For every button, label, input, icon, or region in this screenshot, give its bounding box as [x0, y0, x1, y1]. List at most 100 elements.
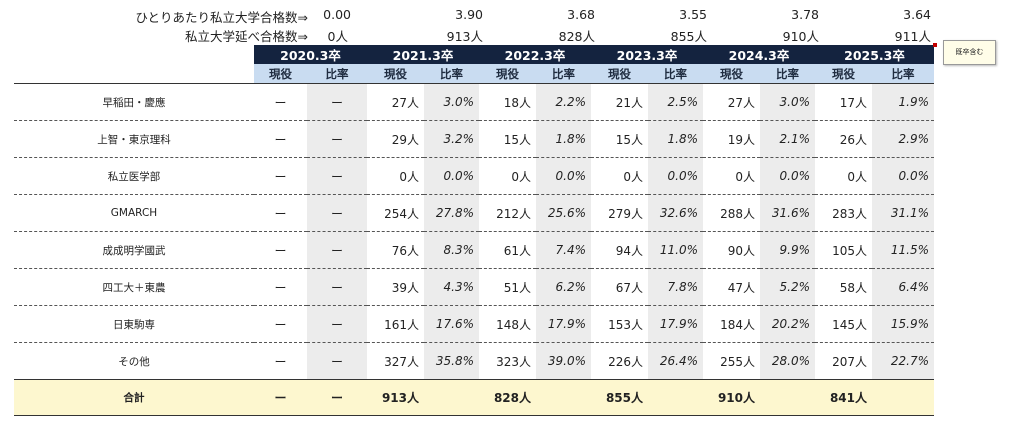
count-cell: ー [254, 83, 307, 121]
per-capita-value: 0.00 [323, 7, 351, 22]
rate-cell: 32.6% [648, 194, 703, 232]
rate-cell: 3.0% [760, 83, 815, 121]
count-cell: 105人 [815, 231, 872, 269]
count-cell: 51人 [479, 268, 536, 306]
blank-header [14, 64, 254, 84]
rate-cell: 31.1% [872, 194, 934, 232]
total-passes-row: 私立大学延べ合格数⇒ 0人 913人 828人 855人 910人 911人 [0, 26, 1024, 44]
rate-cell [760, 379, 815, 416]
category-cell: 上智・東京理科 [14, 120, 254, 158]
rate-cell: 1.8% [648, 120, 703, 158]
count-cell: 15人 [479, 120, 536, 158]
count-cell: 323人 [479, 342, 536, 380]
rate-cell: 2.5% [648, 83, 703, 121]
category-cell: 成成明学國武 [14, 231, 254, 269]
count-cell: ー [254, 342, 307, 380]
per-capita-value: 3.55 [679, 7, 707, 22]
count-cell: 19人 [703, 120, 760, 158]
rate-cell: 9.9% [760, 231, 815, 269]
count-cell: 184人 [703, 305, 760, 343]
year-header: 2021.3卒 [367, 45, 479, 64]
rate-cell: 31.6% [760, 194, 815, 232]
rate-cell: ー [307, 120, 367, 158]
rate-cell [536, 379, 591, 416]
count-cell: 0人 [815, 157, 872, 195]
count-cell: 29人 [367, 120, 424, 158]
count-cell: 288人 [703, 194, 760, 232]
count-cell: 828人 [479, 379, 536, 416]
total-row: 合計ーー 913人 828人 855人 910人 841人 [14, 379, 934, 416]
rate-cell: 0.0% [648, 157, 703, 195]
total-passes-value: 913人 [446, 29, 483, 44]
total-passes-value: 855人 [670, 29, 707, 44]
year-header: 2020.3卒 [254, 45, 367, 64]
rate-cell: 1.9% [872, 83, 934, 121]
count-cell: ー [254, 194, 307, 232]
rate-cell: ー [307, 83, 367, 121]
rate-cell: ー [307, 342, 367, 380]
year-header: 2025.3卒 [815, 45, 934, 64]
total-passes-label: 私立大学延べ合格数⇒ [185, 29, 308, 44]
count-cell: 58人 [815, 268, 872, 306]
table-row: 早稲田・慶應ーー 27人 3.0% 18人 2.2% 21人 2.5% 27人 3.0% 17人 1… [14, 83, 934, 121]
count-cell: 76人 [367, 231, 424, 269]
category-cell: 四工大＋東農 [14, 268, 254, 306]
per-capita-value: 3.64 [903, 7, 931, 22]
table-row: 成成明学國武ーー 76人 8.3% 61人 7.4% 94人 11.0% 90人 9.9% 105… [14, 231, 934, 269]
total-passes-value: 911人 [894, 29, 931, 44]
rate-cell: 3.0% [424, 83, 479, 121]
category-cell: GMARCH [14, 194, 254, 232]
rate-cell: 7.8% [648, 268, 703, 306]
rate-cell: ー [307, 305, 367, 343]
count-cell: 283人 [815, 194, 872, 232]
count-cell: ー [254, 305, 307, 343]
blank-header [14, 45, 254, 64]
table-row: 上智・東京理科ーー 29人 3.2% 15人 1.8% 15人 1.8% 19人 2.1% 26人… [14, 120, 934, 158]
rate-cell: 39.0% [536, 342, 591, 380]
count-cell: 913人 [367, 379, 424, 416]
table-row: その他ーー 327人 35.8% 323人 39.0% 226人 26.4% 255人 28.0… [14, 342, 934, 380]
count-cell: 0人 [367, 157, 424, 195]
rate-header: 比率 [536, 64, 591, 84]
rate-cell: 2.1% [760, 120, 815, 158]
rate-header: 比率 [872, 64, 934, 84]
count-cell: 207人 [815, 342, 872, 380]
count-cell: ー [254, 379, 307, 416]
total-passes-value: 828人 [558, 29, 595, 44]
count-cell: 0人 [703, 157, 760, 195]
total-passes-value: 910人 [782, 29, 819, 44]
category-cell: 合計 [14, 379, 254, 416]
comment-note: 既卒含む [943, 40, 996, 65]
total-passes-value: 0人 [327, 29, 348, 44]
count-cell: 18人 [479, 83, 536, 121]
rate-cell: 8.3% [424, 231, 479, 269]
rate-cell [872, 379, 934, 416]
rate-cell: 7.4% [536, 231, 591, 269]
count-cell: 27人 [367, 83, 424, 121]
rate-cell: 28.0% [760, 342, 815, 380]
rate-cell: 1.8% [536, 120, 591, 158]
rate-cell: 11.0% [648, 231, 703, 269]
year-header: 2024.3卒 [703, 45, 815, 64]
count-cell: 254人 [367, 194, 424, 232]
category-cell: 早稲田・慶應 [14, 83, 254, 121]
rate-header: 比率 [760, 64, 815, 84]
rate-cell: 17.9% [536, 305, 591, 343]
rate-cell: ー [307, 194, 367, 232]
count-cell: 47人 [703, 268, 760, 306]
count-cell: 39人 [367, 268, 424, 306]
rate-header: 比率 [307, 64, 367, 84]
comment-marker[interactable] [933, 43, 937, 47]
table-row: 四工大＋東農ーー 39人 4.3% 51人 6.2% 67人 7.8% 47人 5.2% 58人 6… [14, 268, 934, 306]
per-capita-value: 3.68 [567, 7, 595, 22]
rate-cell: 3.2% [424, 120, 479, 158]
sub-header-row: 現役 比率 現役 比率 現役 比率 現役 比率 現役 比率 現役 比率 [14, 64, 934, 84]
rate-cell: 6.2% [536, 268, 591, 306]
rate-cell: ー [307, 268, 367, 306]
rate-cell: 22.7% [872, 342, 934, 380]
rate-cell: 20.2% [760, 305, 815, 343]
per-capita-value: 3.90 [455, 7, 483, 22]
count-cell: ー [254, 231, 307, 269]
count-cell: 61人 [479, 231, 536, 269]
count-cell: 17人 [815, 83, 872, 121]
